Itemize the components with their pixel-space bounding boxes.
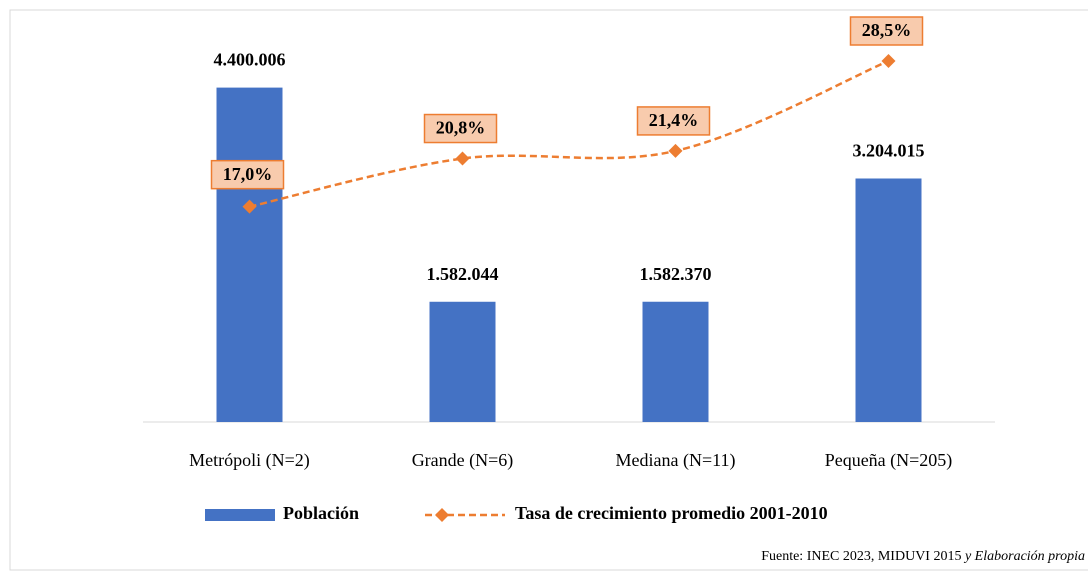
source-note: Fuente: INEC 2023, MIDUVI 2015 y Elabora… [761, 549, 1085, 564]
bar [855, 178, 922, 422]
x-tick-label: Mediana (N=11) [616, 450, 736, 471]
line-marker [242, 199, 257, 214]
legend-label: Tasa de crecimiento promedio 2001-2010 [515, 503, 828, 523]
x-tick-label: Grande (N=6) [412, 450, 514, 471]
line-marker [881, 54, 896, 68]
line-value-label: 21,4% [649, 110, 699, 130]
value-label-box [849, 16, 924, 46]
value-label-box [210, 159, 285, 190]
line-value-label: 20,8% [436, 118, 486, 138]
chart-border [9, 9, 1088, 571]
x-tick-label: Pequeña (N=205) [825, 450, 953, 471]
bar [429, 301, 496, 422]
bar [642, 301, 709, 422]
legend-swatch [205, 509, 275, 521]
line [249, 59, 889, 208]
bar-value-label: 4.400.006 [214, 50, 286, 70]
legend-label: Población [283, 503, 359, 523]
line-value-label: 28,5% [862, 20, 912, 40]
line-marker [668, 143, 683, 158]
line-value-label: 17,0% [223, 164, 273, 184]
x-tick-label: Metrópoli (N=2) [189, 450, 310, 471]
bar-value-label: 1.582.044 [427, 264, 499, 284]
bar-value-label: 1.582.370 [640, 264, 712, 284]
legend-marker [435, 508, 449, 522]
bar [216, 87, 283, 422]
bar-value-label: 3.204.015 [853, 141, 925, 161]
value-label-box [423, 113, 498, 144]
line-marker [455, 151, 470, 166]
value-label-box [636, 106, 711, 136]
